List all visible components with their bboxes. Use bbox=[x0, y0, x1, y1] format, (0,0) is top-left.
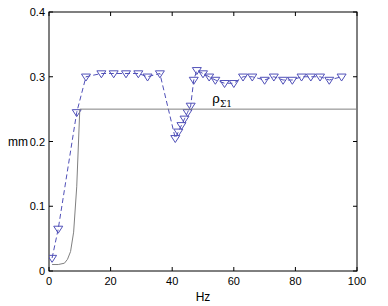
x-tick-label: 20 bbox=[104, 275, 116, 287]
marker bbox=[155, 71, 164, 78]
marker bbox=[49, 255, 57, 262]
x-tick bbox=[49, 267, 50, 271]
y-tick bbox=[49, 12, 53, 13]
x-tick bbox=[357, 267, 358, 271]
marker bbox=[211, 77, 220, 84]
marker bbox=[239, 74, 248, 81]
y-tick-label: 0.1 bbox=[30, 200, 45, 212]
marker bbox=[297, 74, 306, 81]
marker bbox=[220, 81, 229, 88]
y-axis-label: mm bbox=[8, 135, 28, 149]
marker bbox=[109, 71, 118, 78]
marker bbox=[122, 71, 131, 78]
marker bbox=[189, 77, 198, 84]
y-tick bbox=[353, 76, 357, 77]
marker bbox=[269, 74, 278, 81]
marker bbox=[288, 77, 297, 84]
marker bbox=[279, 77, 288, 84]
x-tick bbox=[110, 12, 111, 16]
y-tick-label: 0.3 bbox=[30, 71, 45, 83]
y-tick bbox=[49, 271, 53, 272]
marker bbox=[54, 226, 63, 233]
marker bbox=[316, 74, 325, 81]
series-line bbox=[52, 70, 342, 258]
y-tick bbox=[49, 141, 53, 142]
marker bbox=[134, 71, 143, 78]
x-tick-label: 80 bbox=[289, 275, 301, 287]
series-line bbox=[52, 109, 357, 264]
marker bbox=[97, 71, 106, 78]
chart: 0 20 40 60 80 100 0 0.1 0.2 0.3 0.4 Hz mm ρΣ1 bbox=[0, 0, 388, 306]
y-tick-label: 0.4 bbox=[30, 6, 45, 18]
marker bbox=[81, 74, 90, 81]
marker bbox=[143, 74, 152, 81]
y-tick bbox=[353, 271, 357, 272]
x-tick bbox=[172, 267, 173, 271]
annotation-subscript: Σ1 bbox=[220, 99, 232, 109]
x-tick bbox=[295, 12, 296, 16]
x-tick bbox=[295, 267, 296, 271]
y-tick-label: 0.2 bbox=[30, 136, 45, 148]
marker bbox=[229, 81, 238, 88]
marker bbox=[337, 74, 346, 81]
y-tick bbox=[353, 141, 357, 142]
marker bbox=[306, 74, 315, 81]
annotation: ρΣ1 bbox=[212, 91, 232, 109]
marker bbox=[260, 77, 269, 84]
y-tick bbox=[353, 12, 357, 13]
x-tick bbox=[233, 267, 234, 271]
y-tick bbox=[353, 206, 357, 207]
x-tick-label: 60 bbox=[228, 275, 240, 287]
plot-data bbox=[49, 68, 357, 265]
y-tick-label: 0 bbox=[39, 265, 45, 277]
x-tick-label: 100 bbox=[348, 275, 366, 287]
x-tick bbox=[49, 12, 50, 16]
x-tick bbox=[233, 12, 234, 16]
x-tick-label: 0 bbox=[46, 275, 52, 287]
x-tick bbox=[172, 12, 173, 16]
marker bbox=[325, 77, 334, 84]
x-axis-label: Hz bbox=[196, 290, 211, 304]
y-tick bbox=[49, 76, 53, 77]
x-tick bbox=[110, 267, 111, 271]
marker bbox=[248, 74, 257, 81]
y-tick bbox=[49, 206, 53, 207]
x-tick-label: 40 bbox=[166, 275, 178, 287]
plot-frame bbox=[49, 12, 357, 271]
x-tick bbox=[357, 12, 358, 16]
